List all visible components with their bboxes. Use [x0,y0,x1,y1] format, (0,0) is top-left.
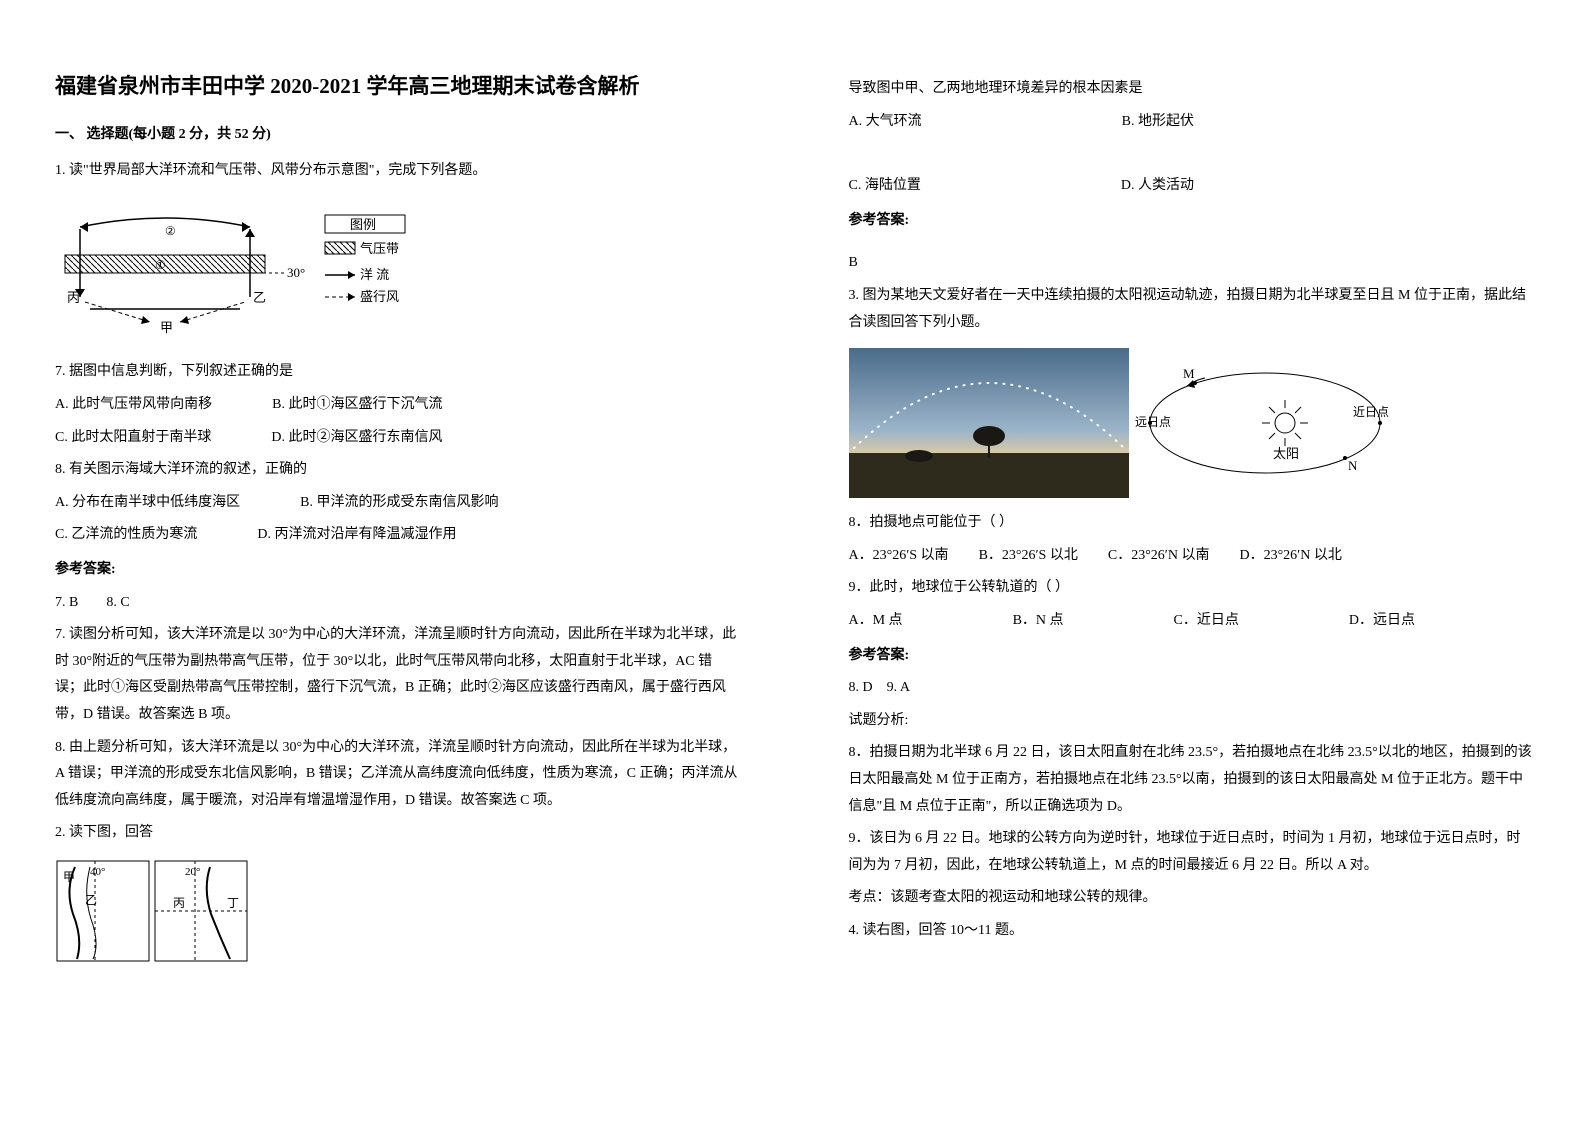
svg-text:M: M [1183,366,1195,381]
answer-2: B [849,250,1533,277]
q2-intro: 2. 读下图，回答 [55,820,739,847]
q2-options-row2: C. 海陆位置 D. 人类活动 [849,173,1533,200]
svg-text:20°: 20° [185,866,200,878]
explanation-8r: 8．拍摄日期为北半球 6 月 22 日，该日太阳直射在北纬 23.5°，若拍摄地… [849,740,1533,820]
q4-intro: 4. 读右图，回答 10～11 题。 [849,918,1533,945]
svg-text:乙: 乙 [85,893,97,907]
q7-stem: 7. 据图中信息判断，下列叙述正确的是 [55,359,739,386]
q8r-stem: 8．拍摄地点可能位于（ ） [849,510,1533,537]
q9-c: C．近日点 [1174,608,1239,635]
q7-options-row1: A. 此时气压带风带向南移 B. 此时①海区盛行下沉气流 [55,392,739,419]
right-column: 导致图中甲、乙两地地理环境差异的根本因素是 A. 大气环流 B. 地形起伏 C.… [794,0,1587,1122]
q8r-d: D．23°26′N 以北 [1239,543,1341,570]
q2-d: D. 人类活动 [1121,173,1194,200]
svg-text:乙: 乙 [253,290,266,305]
left-column: 福建省泉州市丰田中学 2020-2021 学年高三地理期末试卷含解析 一、 选择… [0,0,794,1122]
q3-intro: 3. 图为某地天文爱好者在一天中连续拍摄的太阳视运动轨迹，拍摄日期为北半球夏至日… [849,283,1533,336]
answer-89: 8. D 9. A [849,675,1533,702]
q2-a: A. 大气环流 [849,109,922,136]
svg-text:40°: 40° [90,866,105,878]
svg-text:丁: 丁 [227,896,239,910]
answer-label-1: 参考答案: [55,557,739,584]
q2-options-row1: A. 大气环流 B. 地形起伏 [849,109,1533,136]
q8-a: A. 分布在南半球中低纬度海区 [55,490,240,517]
q8-stem: 8. 有关图示海域大洋环流的叙述，正确的 [55,457,739,484]
answer-78: 7. B 8. C [55,590,739,617]
svg-text:太阳: 太阳 [1273,446,1299,461]
q2-continued: 导致图中甲、乙两地地理环境差异的根本因素是 [849,76,1533,103]
explanation-7: 7. 读图分析可知，该大洋环流是以 30°为中心的大洋环流，洋流呈顺时针方向流动… [55,622,739,728]
answer-label-2: 参考答案: [849,208,1533,235]
svg-text:远日点: 远日点 [1135,415,1171,429]
svg-text:甲: 甲 [63,870,75,884]
analysis-label: 试题分析: [849,708,1533,735]
q8-c: C. 乙洋流的性质为寒流 [55,522,197,549]
q8-options-row2: C. 乙洋流的性质为寒流 D. 丙洋流对沿岸有降温减湿作用 [55,522,739,549]
svg-text:丙: 丙 [173,896,185,910]
test-point: 考点：该题考查太阳的视运动和地球公转的规律。 [849,885,1533,912]
explanation-9: 9．该日为 6 月 22 日。地球的公转方向为逆时针，地球位于近日点时，时间为 … [849,826,1533,879]
exam-title: 福建省泉州市丰田中学 2020-2021 学年高三地理期末试卷含解析 [55,70,739,104]
q9-a: A．M 点 [849,608,903,635]
sun-track-diagram: 太阳 M N 远日点 近日点 [849,348,1533,498]
q9-b: B．N 点 [1013,608,1064,635]
q8-b: B. 甲洋流的形成受东南信风影响 [300,490,498,517]
q8-d: D. 丙洋流对沿岸有降温减湿作用 [257,522,456,549]
q1-intro: 1. 读"世界局部大洋环流和气压带、风带分布示意图"，完成下列各题。 [55,158,739,185]
svg-text:①: ① [155,258,166,272]
svg-text:②: ② [165,224,176,238]
map-diagram-2: 40° 甲 乙 20° 丙 丁 [55,859,739,980]
q8r-a: A．23°26′S 以南 [849,543,949,570]
svg-text:气压带: 气压带 [360,241,399,256]
q7-b: B. 此时①海区盛行下沉气流 [272,392,442,419]
q8r-b: B．23°26′S 以北 [979,543,1078,570]
svg-text:N: N [1348,458,1358,473]
q9-options: A．M 点 B．N 点 C．近日点 D．远日点 [849,608,1533,635]
label-30deg: 30° [287,265,305,280]
svg-text:近日点: 近日点 [1353,405,1389,419]
svg-text:盛行风: 盛行风 [360,289,399,304]
sun-track-photo [849,348,1129,498]
q7-options-row2: C. 此时太阳直射于南半球 D. 此时②海区盛行东南信风 [55,425,739,452]
answer-label-3: 参考答案: [849,643,1533,670]
section-1-heading: 一、 选择题(每小题 2 分，共 52 分) [55,122,739,149]
q7-a: A. 此时气压带风带向南移 [55,392,212,419]
q2-b: B. 地形起伏 [1122,109,1194,136]
ocean-current-diagram: 30° ① ② 甲 乙 丙 图例 [55,197,739,348]
q9-d: D．远日点 [1349,608,1415,635]
svg-text:图例: 图例 [350,217,376,232]
q7-d: D. 此时②海区盛行东南信风 [271,425,442,452]
q8-options-row1: A. 分布在南半球中低纬度海区 B. 甲洋流的形成受东南信风影响 [55,490,739,517]
svg-text:丙: 丙 [67,290,80,305]
q9-stem: 9．此时，地球位于公转轨道的（ ） [849,575,1533,602]
svg-text:甲: 甲 [160,320,173,335]
q8r-options: A．23°26′S 以南 B．23°26′S 以北 C．23°26′N 以南 D… [849,543,1533,570]
q2-c: C. 海陆位置 [849,173,921,200]
q8r-c: C．23°26′N 以南 [1108,543,1210,570]
explanation-8: 8. 由上题分析可知，该大洋环流是以 30°为中心的大洋环流，洋流呈顺时针方向流… [55,735,739,815]
q7-c: C. 此时太阳直射于南半球 [55,425,211,452]
svg-text:洋 流: 洋 流 [360,267,389,282]
orbit-diagram: 太阳 M N 远日点 近日点 [1135,358,1395,488]
